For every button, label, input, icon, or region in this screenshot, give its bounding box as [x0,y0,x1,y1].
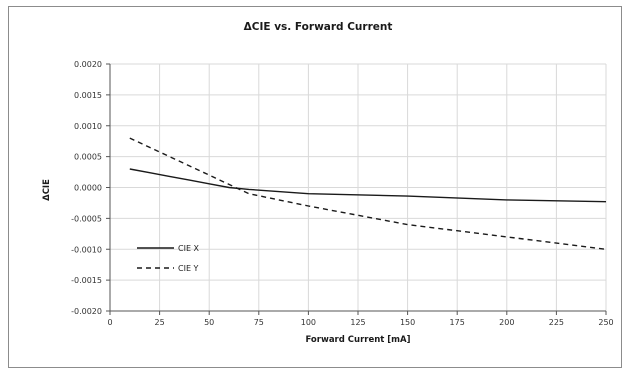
y-tick-label: -0.0020 [71,307,102,316]
legend-label: CIE Y [178,264,199,273]
x-tick-label: 200 [499,318,514,327]
y-tick-label: 0.0020 [74,60,102,69]
y-tick-label: -0.0005 [71,214,102,223]
x-tick-label: 250 [598,318,613,327]
chart-title: ΔCIE vs. Forward Current [244,21,393,33]
y-axis-label: ΔCIE [42,179,52,201]
grid [106,63,607,315]
x-tick-label: 175 [450,318,465,327]
x-tick-label: 100 [301,318,316,327]
y-tick-label: -0.0010 [71,245,102,254]
x-tick-label: 25 [155,318,165,327]
legend: CIE X CIE Y [137,244,200,273]
series-line-cie-y [129,137,607,250]
x-tick-label: 75 [254,318,264,327]
y-tick-label: 0.0000 [74,184,102,193]
y-tick-label: -0.0015 [71,276,102,285]
legend-label: CIE X [178,244,200,253]
series-line-cie-x [129,168,607,203]
y-tick-label: 0.0005 [74,153,102,162]
series-lines [129,137,607,250]
x-tick-label: 225 [549,318,564,327]
x-axis-label: Forward Current [mA] [305,335,410,345]
x-tick-label: 150 [400,318,415,327]
y-tick-label: 0.0015 [74,91,102,100]
x-tick-label: 0 [107,318,112,327]
x-tick-label: 50 [204,318,214,327]
y-tick-label: 0.0010 [74,122,102,131]
x-tick-label: 125 [350,318,365,327]
tick-labels: 0 25 50 75 100 125 150 175 200 225 250 0.0020 0.0015… [71,60,614,327]
